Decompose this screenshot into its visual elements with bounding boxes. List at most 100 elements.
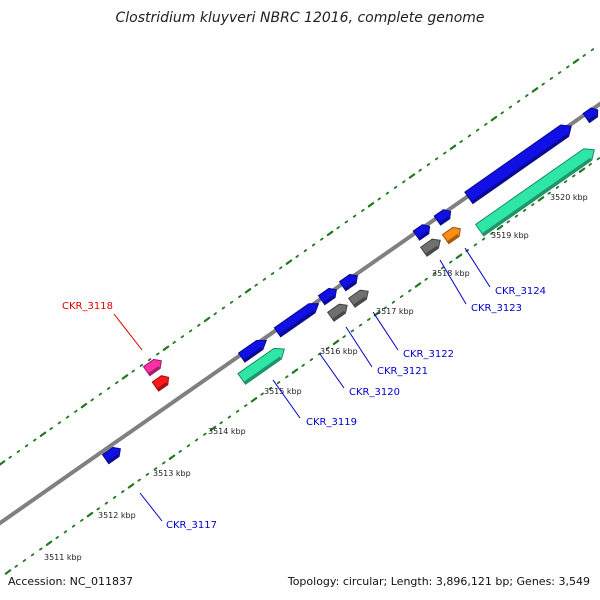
upper-tick-mark [229, 300, 234, 304]
upper-tick-mark [65, 415, 70, 419]
gene-cyan-long-shade [481, 157, 592, 236]
upper-tick-mark [90, 398, 94, 402]
lower-tick-mark [22, 559, 27, 563]
lower-tick-mark [301, 363, 305, 367]
upper-tick-mark [172, 340, 176, 344]
lower-tick-mark [145, 472, 150, 476]
gene-ckr3118-body [142, 358, 162, 377]
lower-tick-mark [63, 530, 68, 534]
upper-tick-mark [106, 386, 111, 390]
gene-ckr3123-shade [447, 233, 460, 244]
map-title: Clostridium kluyveri NBRC 12016, complet… [115, 10, 485, 26]
upper-tick-mark [361, 208, 365, 212]
lower-tick-mark [291, 368, 299, 374]
lower-tick-mark [424, 277, 428, 281]
lower-tick-mark [268, 386, 273, 390]
lower-tick-mark [86, 511, 94, 518]
lower-tick-mark [178, 449, 182, 453]
lower-tick-mark [588, 162, 592, 166]
upper-tick-mark [270, 272, 275, 276]
gene-label: CKR_3124 [495, 286, 546, 297]
lower-tick-mark [137, 478, 141, 482]
gene-blue-f [433, 209, 452, 226]
gene-gray-c [419, 238, 441, 257]
upper-tick-mark [590, 48, 595, 52]
lower-tick-mark [373, 311, 381, 317]
upper-tick-mark [139, 363, 144, 367]
gene-blue-d-shade [344, 280, 357, 291]
scale-label: 3511 kbp [44, 553, 82, 562]
gene-blue-long-body [464, 124, 572, 205]
lower-tick-mark [80, 518, 84, 522]
lower-tick-mark [455, 253, 463, 259]
upper-tick-mark [311, 243, 316, 247]
upper-tick-mark [516, 99, 521, 103]
upper-tick-mark [121, 374, 129, 380]
upper-tick-mark [156, 352, 160, 356]
upper-tick-mark [244, 288, 252, 294]
upper-tick-mark [33, 438, 37, 442]
lower-tick-mark [45, 540, 53, 547]
upper-tick-mark [508, 105, 513, 109]
upper-tick-mark [254, 283, 258, 287]
lower-tick-mark [285, 375, 289, 379]
callout-line [272, 379, 301, 419]
upper-tick-mark [295, 254, 299, 258]
gene-blue-c-shade [323, 294, 336, 305]
lower-tick-mark [121, 490, 125, 494]
upper-tick-mark [16, 450, 21, 454]
upper-tick-mark [525, 94, 529, 98]
accession-text: Accession: NC_011837 [8, 575, 134, 588]
upper-tick-mark [279, 266, 283, 270]
upper-tick-mark [572, 58, 580, 64]
lower-tick-mark [555, 185, 560, 189]
lower-tick-mark [194, 438, 199, 442]
callout-line [113, 313, 143, 351]
lower-tick-mark [414, 282, 422, 288]
gene-blue-a [237, 339, 268, 363]
lower-tick-mark [342, 335, 346, 339]
gene-ckr3118 [142, 358, 162, 377]
lower-tick-mark [537, 196, 545, 202]
lower-tick-mark [596, 157, 600, 161]
upper-tick-mark [490, 115, 498, 122]
upper-tick-mark [336, 226, 340, 230]
upper-tick-mark [467, 134, 472, 138]
lower-tick-mark [531, 203, 535, 207]
lower-tick-mark [227, 415, 232, 419]
gene-label: CKR_3118 [62, 301, 113, 312]
gene-label: CKR_3122 [403, 349, 454, 360]
lower-tick-mark [219, 421, 223, 425]
upper-tick-mark [197, 323, 201, 327]
lower-tick-mark [563, 180, 568, 184]
lower-tick-mark [572, 174, 576, 178]
gene-blue-f-shade [438, 216, 450, 226]
upper-tick-mark [459, 140, 463, 144]
lower-tick-mark [481, 237, 486, 241]
callout-line [139, 492, 163, 522]
scale-label: 3513 kbp [153, 469, 191, 478]
lower-tick-mark [432, 272, 437, 276]
gene-label: CKR_3123 [471, 303, 522, 314]
gene-ckr3117 [101, 446, 121, 465]
upper-tick-mark [352, 214, 357, 218]
upper-tick-mark [582, 53, 586, 57]
lower-tick-mark [260, 392, 264, 396]
upper-tick-mark [221, 306, 226, 310]
scale-label: 3517 kbp [376, 307, 414, 316]
upper-tick-mark [531, 87, 539, 93]
upper-tick-mark [377, 197, 381, 201]
lower-tick-mark [186, 444, 191, 448]
lower-tick-mark [203, 432, 207, 436]
callout-line [345, 326, 373, 368]
upper-tick-mark [285, 259, 293, 265]
upper-tick-mark [24, 444, 29, 448]
lower-tick-mark [96, 507, 100, 511]
lower-tick-mark [127, 483, 135, 489]
lower-tick-mark [168, 454, 176, 460]
gene-gray-c-shade [425, 245, 439, 257]
gene-ckr3119 [237, 347, 285, 385]
lower-tick-mark [391, 300, 396, 304]
